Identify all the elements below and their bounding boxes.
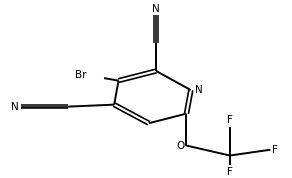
Text: N: N bbox=[195, 85, 203, 95]
Text: F: F bbox=[227, 115, 233, 125]
Text: Br: Br bbox=[75, 70, 87, 80]
Text: O: O bbox=[176, 141, 185, 151]
Text: N: N bbox=[11, 102, 19, 112]
Text: N: N bbox=[152, 4, 160, 14]
Text: F: F bbox=[227, 166, 233, 177]
Text: F: F bbox=[272, 145, 278, 155]
